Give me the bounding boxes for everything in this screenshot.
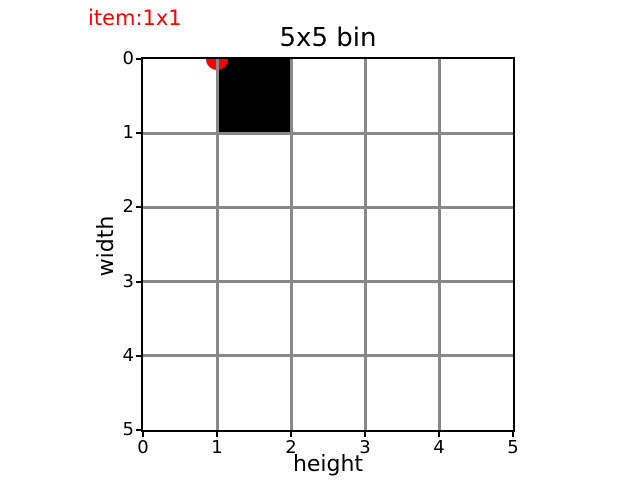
y-tick-mark <box>136 354 141 357</box>
gridline-horizontal <box>143 280 513 284</box>
gridline-vertical <box>437 59 441 430</box>
placed-item-rect <box>217 59 291 133</box>
y-tick-label: 3 <box>122 270 134 292</box>
plot-title: 5x5 bin <box>279 23 377 53</box>
x-tick-mark <box>142 432 144 437</box>
y-tick-mark <box>136 58 141 60</box>
gridline-horizontal <box>143 205 513 209</box>
gridline-vertical <box>215 59 219 430</box>
y-tick-mark <box>136 132 141 135</box>
y-tick-label: 4 <box>122 344 134 366</box>
x-tick-label: 4 <box>433 437 445 458</box>
gridline-horizontal <box>143 354 513 358</box>
item-annotation: item:1x1 <box>88 6 182 30</box>
y-tick-label: 1 <box>122 122 134 144</box>
y-tick-mark <box>136 206 141 209</box>
gridline-vertical <box>289 59 293 430</box>
x-tick-mark <box>512 432 514 437</box>
y-tick-label: 5 <box>122 419 134 440</box>
y-tick-mark <box>136 280 141 283</box>
x-tick-label: 1 <box>211 437 223 458</box>
x-tick-label: 0 <box>137 437 149 458</box>
gridline-horizontal <box>143 131 513 135</box>
y-axis-label: width <box>94 215 119 277</box>
x-tick-mark <box>438 432 440 437</box>
x-tick-mark <box>290 432 292 437</box>
y-tick-mark <box>136 429 141 431</box>
plot-area <box>141 57 515 432</box>
x-tick-label: 2 <box>285 437 297 458</box>
x-tick-label: 5 <box>507 437 519 458</box>
y-tick-label: 0 <box>122 48 134 69</box>
y-tick-label: 2 <box>122 196 134 218</box>
x-tick-label: 3 <box>359 437 371 458</box>
x-tick-mark <box>364 432 366 437</box>
x-tick-mark <box>216 432 218 437</box>
x-axis-label: height <box>292 452 364 477</box>
gridline-vertical <box>363 59 367 430</box>
